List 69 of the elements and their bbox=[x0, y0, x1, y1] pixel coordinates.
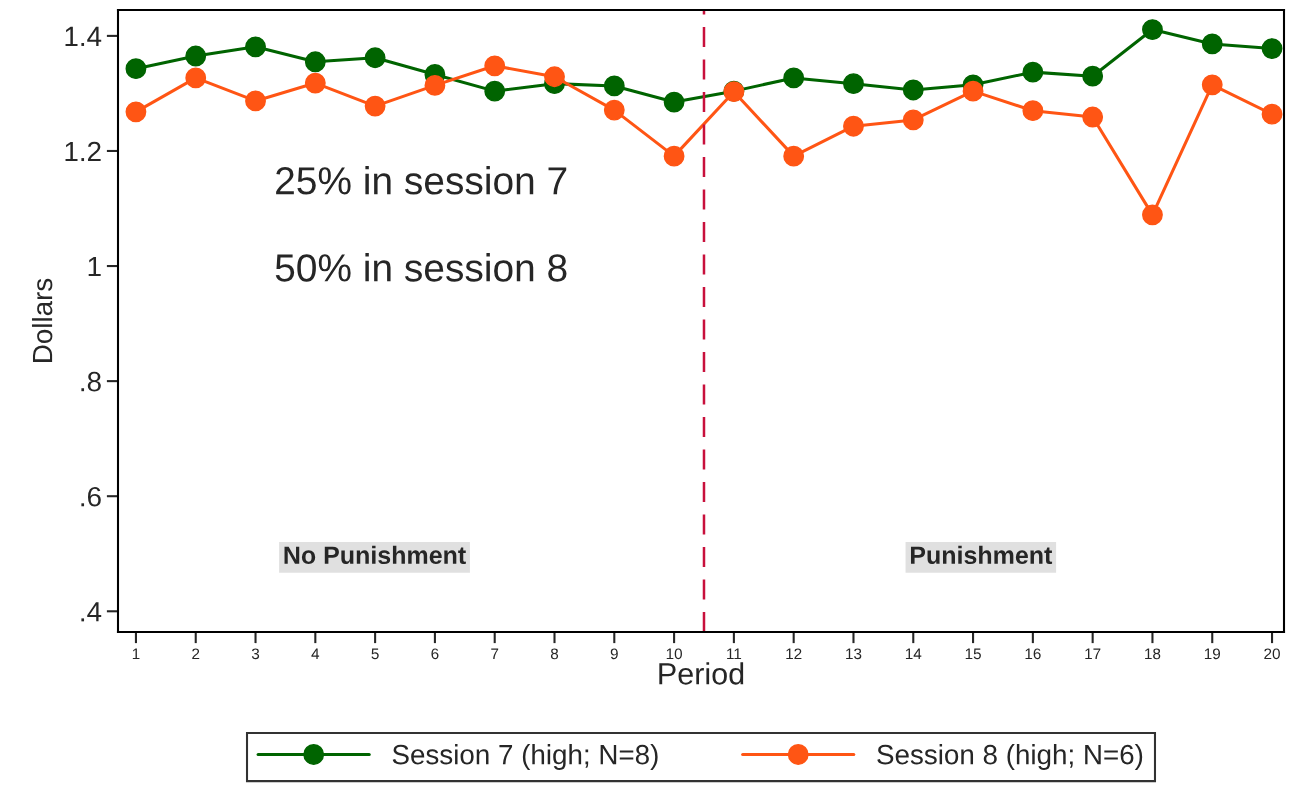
point bbox=[603, 75, 625, 97]
point bbox=[245, 36, 266, 58]
point bbox=[603, 99, 625, 121]
annotation: No Punishment bbox=[284, 545, 466, 565]
point bbox=[1022, 61, 1044, 83]
annotation: 25% in session 7 bbox=[276, 166, 567, 195]
x-tick-label: 1 bbox=[132, 648, 140, 660]
x-axis-title: Period bbox=[659, 662, 744, 685]
x-tick-label: 10 bbox=[666, 648, 682, 660]
x-tick-label: 20 bbox=[1264, 648, 1280, 660]
y-tick-label: .6 bbox=[81, 486, 101, 507]
point bbox=[843, 115, 864, 137]
x-tick-label: 6 bbox=[431, 648, 439, 660]
point bbox=[1261, 103, 1283, 125]
y-tick-label: 1 bbox=[88, 257, 101, 277]
point bbox=[125, 101, 147, 123]
x-tick-label: 15 bbox=[965, 648, 981, 660]
point bbox=[1022, 100, 1044, 122]
x-tick-label: 3 bbox=[251, 648, 260, 660]
point bbox=[424, 74, 446, 96]
point bbox=[544, 66, 565, 88]
point bbox=[1201, 74, 1223, 96]
annotation: Punishment bbox=[910, 545, 1053, 565]
point bbox=[783, 145, 805, 167]
point bbox=[663, 145, 685, 167]
point bbox=[902, 109, 924, 131]
x-tick-label: 16 bbox=[1025, 648, 1041, 660]
y-axis-title: Dollars bbox=[31, 278, 53, 362]
point bbox=[1261, 38, 1283, 59]
x-tick-label: 13 bbox=[846, 648, 862, 660]
point bbox=[902, 79, 924, 101]
y-tick-label: 1.4 bbox=[65, 26, 102, 46]
point bbox=[304, 72, 326, 94]
legend-label: Session 7 (high; N=8) bbox=[392, 744, 658, 770]
x-tick-label: 7 bbox=[491, 648, 499, 660]
point bbox=[484, 55, 506, 77]
x-tick-label: 4 bbox=[311, 648, 320, 660]
point bbox=[185, 45, 207, 67]
x-tick-label: 5 bbox=[371, 648, 379, 660]
point bbox=[304, 51, 326, 73]
point bbox=[962, 80, 984, 102]
point bbox=[1142, 204, 1163, 226]
x-tick-label: 12 bbox=[786, 648, 802, 660]
x-tick-label: 17 bbox=[1085, 648, 1101, 660]
point bbox=[843, 73, 864, 95]
point bbox=[364, 95, 386, 117]
point bbox=[364, 47, 386, 69]
x-tick-label: 18 bbox=[1145, 648, 1161, 660]
point bbox=[185, 67, 207, 89]
point bbox=[125, 58, 147, 80]
y-tick-label: 1.2 bbox=[65, 141, 101, 162]
x-tick-label: 11 bbox=[727, 648, 742, 660]
point bbox=[245, 90, 266, 112]
point bbox=[1201, 33, 1223, 55]
x-tick-label: 14 bbox=[905, 648, 922, 660]
point bbox=[1142, 19, 1163, 40]
point bbox=[1082, 106, 1104, 128]
y-tick-label: .8 bbox=[81, 371, 101, 392]
legend-label: Session 8 (high; N=6) bbox=[877, 744, 1143, 770]
y-tick-label: .4 bbox=[81, 602, 102, 622]
annotation: 50% in session 8 bbox=[275, 253, 567, 282]
point bbox=[783, 67, 805, 89]
x-tick-label: 8 bbox=[550, 648, 559, 660]
x-tick-label: 9 bbox=[610, 648, 618, 660]
x-tick-label: 2 bbox=[192, 648, 200, 660]
x-tick-label: 19 bbox=[1204, 648, 1221, 660]
point bbox=[663, 91, 685, 113]
point bbox=[484, 80, 506, 102]
point bbox=[1082, 65, 1104, 87]
